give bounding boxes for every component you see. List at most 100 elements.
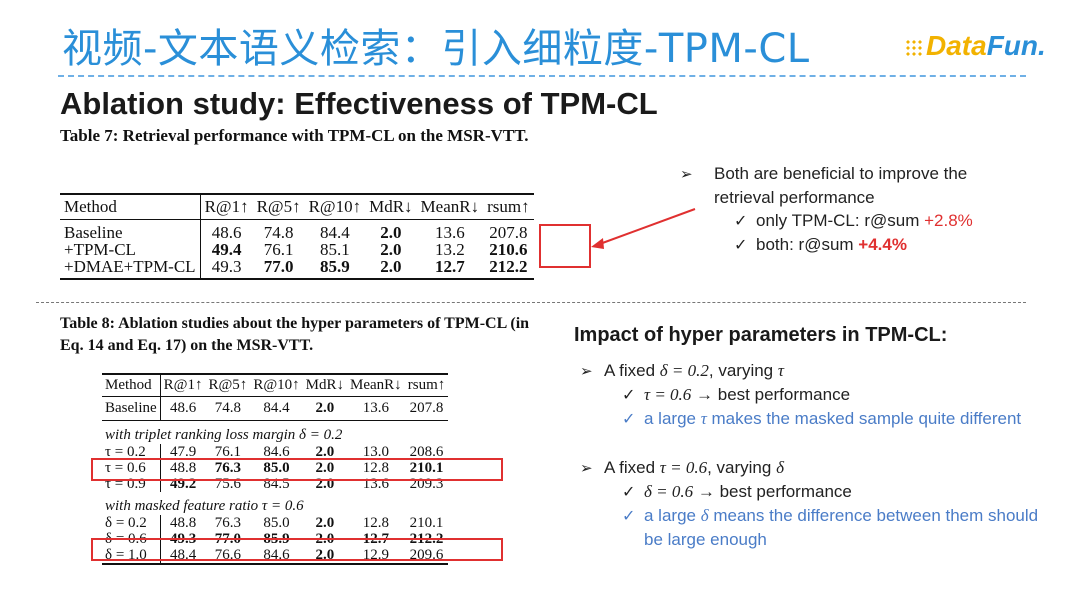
col-r10: R@10↑ — [304, 194, 366, 220]
cell: 85.0 — [263, 515, 290, 531]
cell: 48.6 — [211, 223, 242, 242]
note-fixed-tau: A fixed τ = 0.6, varying δ — [604, 458, 784, 477]
col-meanr: MeanR↓ — [346, 374, 405, 397]
table-row: δ = 0.2 48.8 76.3 85.0 2.0 12.8 210.1 — [102, 515, 448, 531]
col-rsum: rsum↑ — [483, 194, 534, 220]
cell: 84.6 — [263, 444, 290, 460]
cell: 74.8 — [263, 223, 294, 242]
table8-caption: Table 8: Ablation studies about the hype… — [60, 315, 530, 354]
cell: 13.6 — [434, 223, 465, 242]
datafun-logo: DataFun. — [905, 30, 1046, 62]
col-r5: R@5↑ — [205, 374, 251, 397]
check-icon: ✓ — [734, 235, 748, 254]
delta-0-6-row-highlight — [91, 538, 503, 561]
check-icon: ✓ — [622, 506, 636, 525]
cell: 74.8 — [205, 396, 251, 421]
table-row: +TPM-CL 49.4 76.1 85.1 2.0 13.2 210.6 — [60, 241, 534, 258]
cell: 76.1 — [214, 444, 242, 460]
rsum-highlight-box — [539, 224, 591, 268]
cell: 13.0 — [362, 444, 389, 460]
cell: 210.6 — [489, 240, 528, 259]
section-label: with triplet ranking loss margin δ = 0.2 — [105, 427, 343, 443]
cell: τ = 0.6 — [102, 460, 161, 476]
col-mdr: MdR↓ — [302, 374, 347, 397]
cell: 12.8 — [362, 515, 389, 531]
cell: 76.3 — [214, 460, 242, 476]
cell: 2.0 — [315, 515, 335, 531]
cell: 85.0 — [263, 460, 290, 476]
cell: 85.9 — [319, 257, 350, 276]
table7-caption: Table 7: Retrieval performance with TPM-… — [60, 126, 529, 145]
slide-subtitle: Ablation study: Effectiveness of TPM-CL — [60, 86, 658, 121]
cell: 84.4 — [319, 223, 350, 242]
cell: 47.9 — [169, 444, 197, 460]
cell: 49.4 — [211, 240, 242, 259]
cell: 49.3 — [211, 257, 242, 276]
note-fixed-delta: A fixed δ = 0.2, varying τ — [604, 361, 784, 380]
note-delta-best: δ = 0.6 → best performance — [644, 482, 852, 501]
hyperparams-heading: Impact of hyper parameters in TPM-CL: — [574, 324, 948, 346]
cell: 48.8 — [169, 460, 197, 476]
check-icon: ✓ — [622, 409, 636, 428]
cell: Baseline — [102, 396, 161, 421]
note-beneficial: Both are beneficial to improve the retri… — [714, 164, 968, 207]
col-r5: R@5↑ — [252, 194, 305, 220]
section-divider — [36, 302, 1026, 303]
cell: 2.0 — [380, 223, 402, 242]
cell: 207.8 — [489, 223, 528, 242]
cell: 210.1 — [409, 460, 444, 476]
table-row: Baseline 48.6 74.8 84.4 2.0 13.6 207.8 — [102, 396, 449, 421]
slide-title: 视频-文本语义检索：引入细粒度-TPM-CL — [62, 26, 810, 72]
cell: 2.0 — [380, 257, 402, 276]
check-icon: ✓ — [622, 482, 636, 501]
logo-dots-icon — [905, 38, 923, 57]
check-icon: ✓ — [734, 211, 748, 230]
cell: 210.1 — [409, 515, 444, 531]
note-large-tau: a large τ makes the masked sample quite … — [644, 409, 1022, 428]
cell: 13.2 — [434, 240, 465, 259]
table-row: δ = 0.6 49.3 77.0 85.9 2.0 12.7 212.2 — [102, 531, 448, 547]
cell: 12.8 — [362, 460, 389, 476]
cell: 208.6 — [409, 444, 444, 460]
cell: δ = 0.2 — [102, 515, 161, 531]
col-meanr: MeanR↓ — [416, 194, 484, 220]
cell: 48.8 — [169, 515, 197, 531]
bullet-arrow-icon: ➢ — [580, 362, 593, 380]
value-plus-4-4: +4.4% — [858, 235, 907, 254]
cell: 2.0 — [380, 240, 402, 259]
cell: 207.8 — [404, 396, 449, 421]
table-row: τ = 0.2 47.9 76.1 84.6 2.0 13.0 208.6 — [102, 444, 448, 460]
cell: +TPM-CL — [60, 241, 201, 258]
col-method: Method — [60, 194, 201, 220]
cell: 212.2 — [489, 257, 528, 276]
table-row: +DMAE+TPM-CL 49.3 77.0 85.9 2.0 12.7 212… — [60, 258, 534, 279]
cell: Baseline — [60, 219, 201, 241]
note-tau-best: τ = 0.6 → best performance — [644, 385, 851, 404]
note-both: both: r@sum +4.4% — [756, 235, 907, 254]
cell: +DMAE+TPM-CL — [60, 258, 201, 279]
section-label: with masked feature ratio τ = 0.6 — [105, 498, 304, 514]
col-r1: R@1↑ — [160, 374, 206, 397]
cell: 13.6 — [346, 396, 405, 421]
col-r10: R@10↑ — [250, 374, 303, 397]
cell: 85.1 — [319, 240, 350, 259]
col-rsum: rsum↑ — [404, 374, 449, 397]
value-plus-2-8: +2.8% — [924, 211, 973, 230]
table7: Method R@1↑ R@5↑ R@10↑ MdR↓ MeanR↓ rsum↑… — [60, 193, 534, 280]
cell: 76.1 — [263, 240, 294, 259]
table-row: τ = 0.6 48.8 76.3 85.0 2.0 12.8 210.1 — [102, 460, 448, 476]
col-mdr: MdR↓ — [365, 194, 417, 220]
cell: 84.4 — [250, 396, 303, 421]
bullet-arrow-icon: ➢ — [580, 459, 593, 477]
cell: 2.0 — [302, 396, 347, 421]
col-method: Method — [102, 374, 161, 397]
section-row: with masked feature ratio τ = 0.6 — [102, 492, 448, 515]
bullet-arrow-icon: ➢ — [680, 165, 693, 183]
tau-0-6-row-highlight — [91, 458, 503, 481]
cell: 2.0 — [315, 460, 335, 476]
cell: τ = 0.2 — [102, 444, 161, 460]
table8: Method R@1↑ R@5↑ R@10↑ MdR↓ MeanR↓ rsum↑… — [102, 373, 449, 565]
cell: 12.7 — [434, 257, 465, 276]
section-row: with triplet ranking loss margin δ = 0.2 — [102, 421, 448, 445]
cell: 76.3 — [214, 515, 242, 531]
